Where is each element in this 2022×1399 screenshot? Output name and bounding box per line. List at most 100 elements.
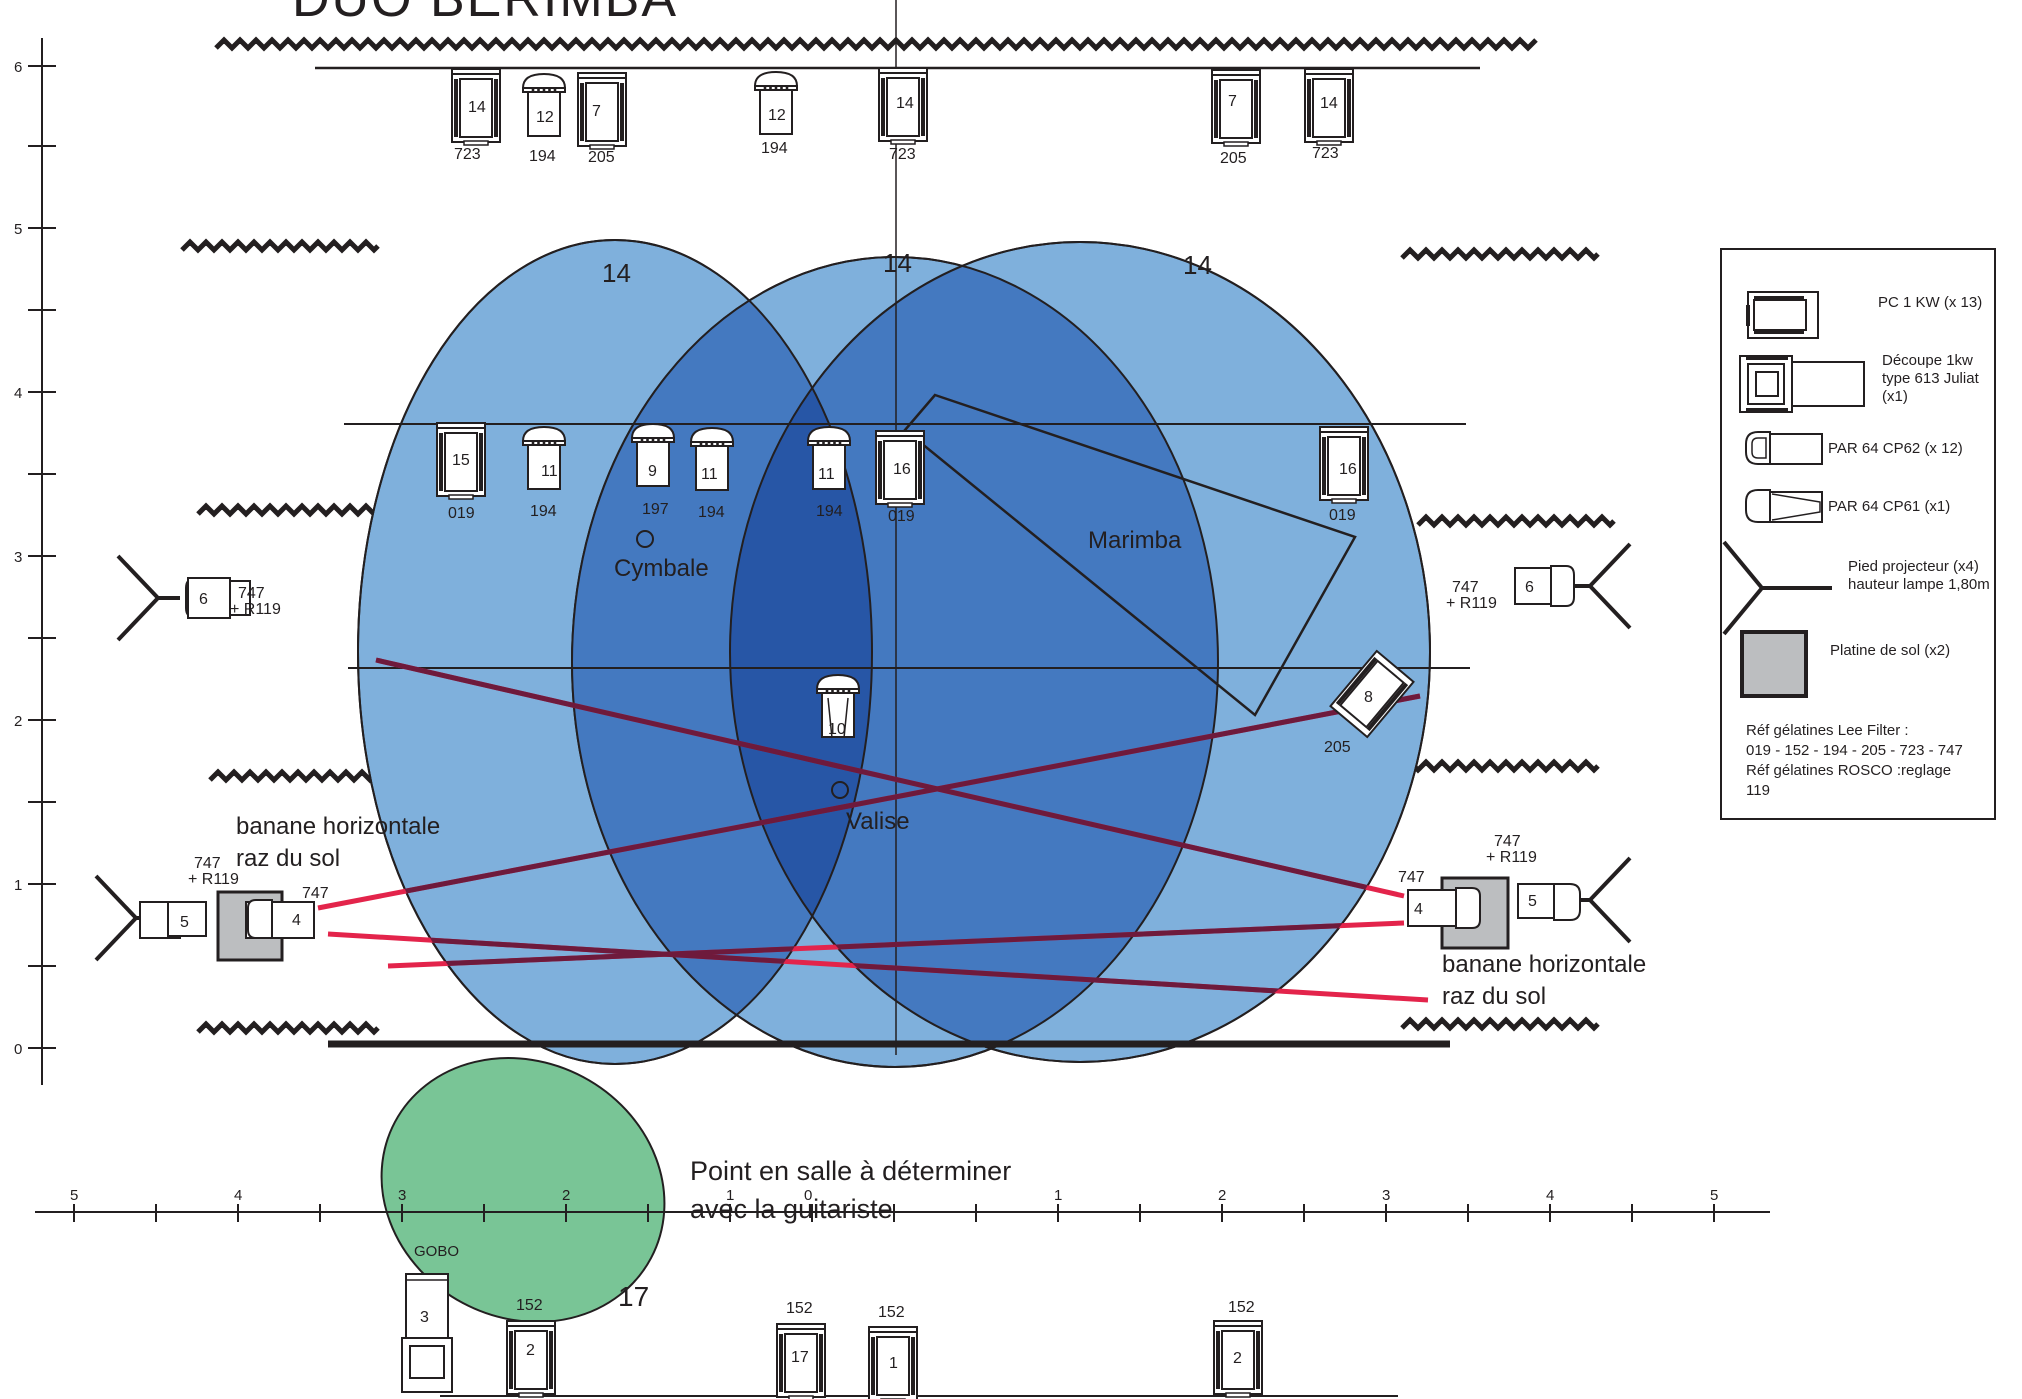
legend-ref-3: Réf gélatines ROSCO :reglage	[1746, 762, 1952, 779]
y-tick-5: 5	[14, 221, 22, 238]
legend: PC 1 KW (x 13) Découpe 1kw type 613 Juli…	[1720, 248, 1996, 820]
svg-text:3: 3	[420, 1309, 429, 1326]
legend-ref-2: 019 - 152 - 194 - 205 - 723 - 747	[1746, 742, 1963, 759]
curtain-r4	[1400, 1016, 1600, 1032]
svg-text:019: 019	[888, 508, 915, 525]
svg-text:747: 747	[194, 855, 221, 872]
svg-text:197: 197	[642, 501, 669, 518]
valise-marker	[831, 781, 849, 799]
svg-text:5: 5	[180, 914, 189, 931]
y-tick-0: 0	[14, 1041, 22, 1058]
svg-text:11: 11	[541, 463, 558, 480]
svg-text:+ R119: + R119	[1486, 849, 1537, 866]
fixture-right-5: 5 747 + R119	[1486, 833, 1632, 944]
svg-text:2: 2	[1233, 1350, 1242, 1367]
fixture-top-14b: 14 723	[877, 66, 929, 163]
svg-text:11: 11	[701, 466, 718, 483]
svg-text:9: 9	[648, 463, 657, 480]
svg-text:10: 10	[828, 721, 846, 738]
x-tick-l5: 5	[70, 1187, 78, 1204]
svg-text:6: 6	[1525, 579, 1534, 596]
fixture-right-4: 4 747	[1398, 869, 1481, 929]
audience-point-line1: Point en salle à déterminer	[690, 1156, 1011, 1186]
x-axis	[35, 1204, 1770, 1222]
svg-text:6: 6	[199, 591, 208, 608]
legend-ref-1: Réf gélatines Lee Filter :	[1746, 722, 1909, 739]
fixture-top-14c: 14 723	[1303, 67, 1355, 162]
legend-decoupe-label-3: (x1)	[1882, 388, 1908, 405]
area-right-number: 14	[1183, 250, 1212, 280]
svg-text:747: 747	[1398, 869, 1425, 886]
svg-text:+ R119: + R119	[188, 871, 239, 888]
fixture-mid-15: 15 019	[435, 421, 487, 522]
cymbale-marker	[636, 530, 654, 548]
fixture-mid-9: 9 197	[631, 423, 675, 518]
svg-text:16: 16	[1339, 461, 1357, 478]
legend-platine-icon	[1740, 630, 1808, 698]
curtain-r1	[1400, 246, 1600, 262]
y-tick-4: 4	[14, 385, 22, 402]
x-tick-0: 0	[804, 1187, 812, 1204]
fixture-side-right-6: 6 747 + R119	[1446, 542, 1632, 630]
legend-decoupe-icon	[1739, 355, 1865, 413]
curtain-l2	[196, 502, 396, 518]
legend-decoupe-label-1: Découpe 1kw	[1882, 352, 1973, 369]
fixture-mid-16b: 16 019	[1318, 425, 1370, 524]
y-tick-2: 2	[14, 713, 22, 730]
x-axis-labels: 5 4 3 2 1 0 1 2 3 4 5	[70, 1187, 1718, 1204]
svg-text:194: 194	[530, 503, 557, 520]
svg-text:019: 019	[1329, 507, 1356, 524]
light-areas	[357, 239, 1431, 1323]
curtain-l4	[196, 1020, 380, 1036]
svg-text:7: 7	[1228, 93, 1237, 110]
x-tick-l2: 2	[562, 1187, 570, 1204]
legend-stand-icon	[1722, 540, 1832, 636]
audience-point-line2: avec la guitariste	[690, 1194, 893, 1224]
fixture-top-12a: 12 194	[522, 73, 566, 165]
svg-text:194: 194	[698, 504, 725, 521]
banana-left-line2: raz du sol	[236, 845, 340, 872]
x-tick-r3: 3	[1382, 1187, 1390, 1204]
x-tick-r4: 4	[1546, 1187, 1554, 1204]
x-tick-l4: 4	[234, 1187, 242, 1204]
x-tick-r5: 5	[1710, 1187, 1718, 1204]
curtain-top	[214, 36, 1538, 52]
svg-text:723: 723	[889, 146, 916, 163]
fixture-front-17: 17 152	[775, 1300, 827, 1399]
fixture-left-5: 5 747 + R119	[94, 855, 239, 962]
svg-text:152: 152	[1228, 1299, 1255, 1316]
svg-text:152: 152	[786, 1300, 813, 1317]
y-tick-3: 3	[14, 549, 22, 566]
svg-text:019: 019	[448, 505, 475, 522]
fixture-top-7a: 7 205	[576, 71, 628, 166]
legend-par61-label: PAR 64 CP61 (x1)	[1828, 498, 1951, 515]
svg-text:+ R119: + R119	[230, 601, 281, 618]
fixture-front-1: 1 152	[867, 1304, 919, 1399]
svg-text:194: 194	[816, 503, 843, 520]
legend-par61-icon	[1745, 489, 1823, 523]
curtains	[180, 36, 1616, 1036]
fixture-front-2a: 2 152	[505, 1297, 557, 1399]
gobo-label: GOBO	[414, 1243, 459, 1260]
y-axis-labels: 0 1 2 3 4 5 6	[14, 59, 22, 1058]
svg-text:+ R119: + R119	[1446, 595, 1497, 612]
legend-stand-label-2: hauteur lampe 1,80m	[1848, 576, 1990, 593]
svg-text:15: 15	[452, 452, 470, 469]
fixture-left-4: 4 747	[245, 885, 329, 939]
svg-text:205: 205	[1324, 739, 1351, 756]
x-tick-l3: 3	[398, 1187, 406, 1204]
legend-par62-icon	[1745, 431, 1823, 465]
svg-text:1: 1	[889, 1355, 898, 1372]
area-center-number: 14	[883, 248, 912, 278]
fixture-top-7b: 7 205	[1210, 68, 1262, 167]
curtain-r2	[1416, 513, 1616, 529]
y-tick-1: 1	[14, 877, 22, 894]
marimba-outline	[903, 393, 1357, 717]
diagonal-beams	[317, 657, 1429, 1003]
legend-decoupe-label-2: type 613 Juliat	[1882, 370, 1979, 387]
svg-text:5: 5	[1528, 893, 1537, 910]
svg-text:8: 8	[1364, 689, 1373, 706]
svg-text:152: 152	[516, 1297, 543, 1314]
fixture-mid-11b: 11 194	[690, 427, 734, 521]
